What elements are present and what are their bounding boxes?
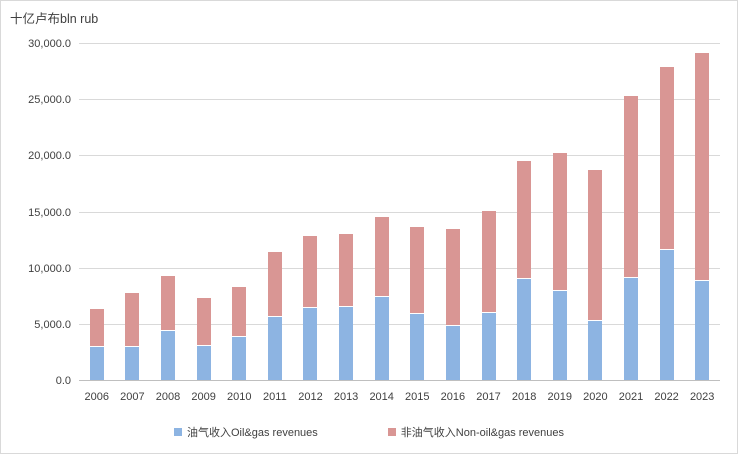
bar-segment-oil-gas-2010 [232,336,247,380]
gridline [79,43,720,44]
bar-segment-oil-gas-2013 [339,306,354,380]
bar-segment-non-oil-gas-2018 [517,161,532,279]
bar-segment-non-oil-gas-2013 [339,233,354,307]
bar-group-2016 [445,228,460,380]
bar-segment-oil-gas-2007 [125,347,140,380]
x-tick-label: 2015 [405,391,430,403]
y-tick-label: 25,000.0 [28,94,71,107]
bar-group-2019 [552,153,567,380]
x-tick-label: 2020 [583,391,608,403]
x-tick-label: 2016 [440,391,466,403]
x-tick-label: 2012 [298,391,323,403]
legend-item-oil-gas: 油气收入Oil&gas revenues [173,424,318,440]
y-tick-label: 15,000.0 [28,206,71,219]
plot-area [79,43,720,381]
x-tick-label: 2006 [84,391,110,403]
bar-segment-non-oil-gas-2010 [232,286,247,337]
bar-segment-non-oil-gas-2016 [445,228,460,326]
bar-segment-non-oil-gas-2019 [552,153,567,291]
y-tick-label: 0.0 [55,375,71,387]
x-tick-label: 2019 [547,391,572,403]
bar-segment-oil-gas-2023 [695,280,710,380]
bar-segment-oil-gas-2018 [517,278,532,380]
y-tick-label: 30,000.0 [28,38,71,50]
bar-segment-non-oil-gas-2021 [623,95,638,279]
bar-segment-non-oil-gas-2009 [196,297,211,347]
bar-group-2008 [161,275,176,380]
gridline [79,211,720,213]
x-tick-label: 2007 [120,391,145,403]
gridline [79,323,720,325]
bar-segment-non-oil-gas-2015 [410,226,425,315]
x-tick-label: 2023 [689,391,715,403]
bar-segment-non-oil-gas-2014 [374,217,389,297]
bar-group-2022 [659,67,674,380]
legend-swatch-oil-gas-icon [173,428,182,436]
x-tick-label: 2011 [263,391,287,403]
bar-segment-non-oil-gas-2020 [588,169,603,322]
bar-segment-oil-gas-2016 [445,325,460,380]
x-tick-label: 2008 [155,391,181,403]
bar-segment-non-oil-gas-2011 [267,252,282,317]
legend-swatch-non-oil-gas-icon [387,428,396,436]
x-tick-label: 2022 [654,391,679,403]
bar-segment-oil-gas-2017 [481,312,496,380]
chart-legend: 油气收入Oil&gas revenues 非油气收入Non-oil&gas re… [1,424,737,440]
legend-item-non-oil-gas: 非油气收入Non-oil&gas revenues [387,424,565,440]
x-tick-label: 2021 [618,391,644,403]
bar-segment-oil-gas-2019 [552,290,567,380]
y-tick-label: 5,000.0 [34,318,71,331]
bar-segment-oil-gas-2021 [623,278,638,380]
x-tick-label: 2013 [333,391,359,403]
bar-group-2007 [125,292,140,380]
gridline [79,99,720,101]
legend-label-oil-gas: 油气收入Oil&gas revenues [186,427,318,439]
bar-group-2006 [89,309,104,380]
bar-group-2015 [410,226,425,380]
bar-segment-oil-gas-2015 [410,314,425,380]
bar-segment-oil-gas-2022 [659,249,674,380]
bar-group-2009 [196,297,211,380]
x-tick-label: 2018 [511,391,537,403]
x-tick-label: 2009 [191,391,216,403]
bar-segment-oil-gas-2011 [267,316,282,380]
bar-group-2021 [623,95,638,380]
bar-group-2013 [339,233,354,380]
bar-segment-non-oil-gas-2007 [125,292,140,348]
x-tick-label: 2014 [369,391,394,403]
bar-group-2023 [695,52,710,380]
y-tick-label: 20,000.0 [28,150,71,163]
bar-segment-oil-gas-2012 [303,307,318,380]
bar-group-2010 [232,286,247,380]
bar-group-2012 [303,235,318,380]
bar-segment-oil-gas-2020 [588,321,603,380]
x-tick-label: 2010 [227,391,252,403]
bar-segment-non-oil-gas-2006 [89,309,104,347]
y-tick-label: 10,000.0 [28,262,71,275]
bar-group-2014 [374,217,389,380]
bar-segment-oil-gas-2009 [196,346,211,380]
x-tick-label: 2017 [476,391,501,403]
bar-group-2018 [517,161,532,380]
legend-label-non-oil-gas: 非油气收入Non-oil&gas revenues [400,427,565,439]
bar-segment-non-oil-gas-2008 [161,275,176,331]
bar-segment-oil-gas-2006 [89,346,104,380]
gridline [79,155,720,157]
bar-segment-non-oil-gas-2022 [659,67,674,250]
bar-segment-non-oil-gas-2012 [303,235,318,308]
bar-group-2011 [267,252,282,380]
bar-segment-non-oil-gas-2023 [695,52,710,281]
bar-group-2020 [588,169,603,380]
bar-segment-non-oil-gas-2017 [481,210,496,313]
bar-group-2017 [481,210,496,380]
bar-segment-oil-gas-2014 [374,296,389,380]
bar-segment-oil-gas-2008 [161,330,176,380]
chart-title: 十亿卢布bln rub [10,12,99,26]
gridline [79,267,720,269]
